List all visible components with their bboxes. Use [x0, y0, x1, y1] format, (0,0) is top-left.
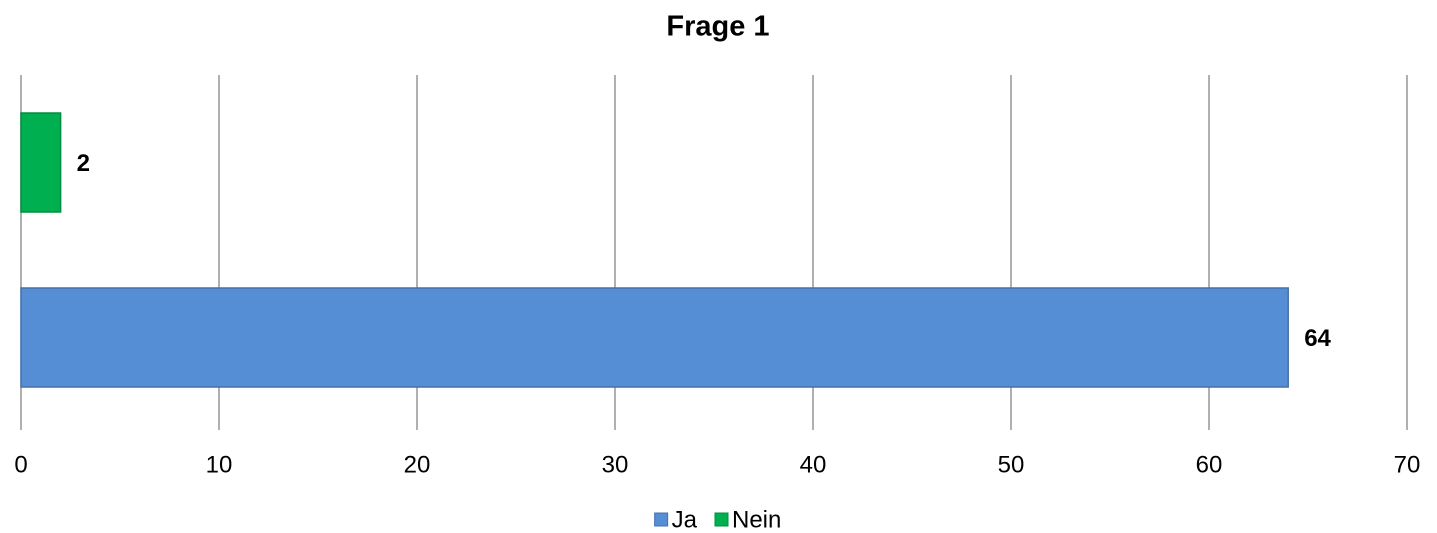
bar [20, 112, 62, 213]
x-tick-label: 10 [206, 451, 233, 478]
legend-label: Ja [672, 506, 698, 533]
x-tick-label: 40 [800, 451, 827, 478]
bar [20, 287, 1289, 388]
x-tick-label: 20 [404, 451, 431, 478]
legend-swatch [714, 512, 729, 527]
legend-swatch [654, 512, 669, 527]
x-tick-label: 0 [14, 451, 27, 478]
x-tick-label: 30 [602, 451, 629, 478]
data-label: 2 [77, 150, 90, 177]
legend-label: Nein [732, 506, 781, 533]
data-label: 64 [1304, 325, 1331, 352]
x-tick-label: 70 [1394, 451, 1421, 478]
x-tick-label: 50 [998, 451, 1025, 478]
chart-title: Frage 1 [666, 11, 769, 43]
x-tick-label: 60 [1196, 451, 1223, 478]
